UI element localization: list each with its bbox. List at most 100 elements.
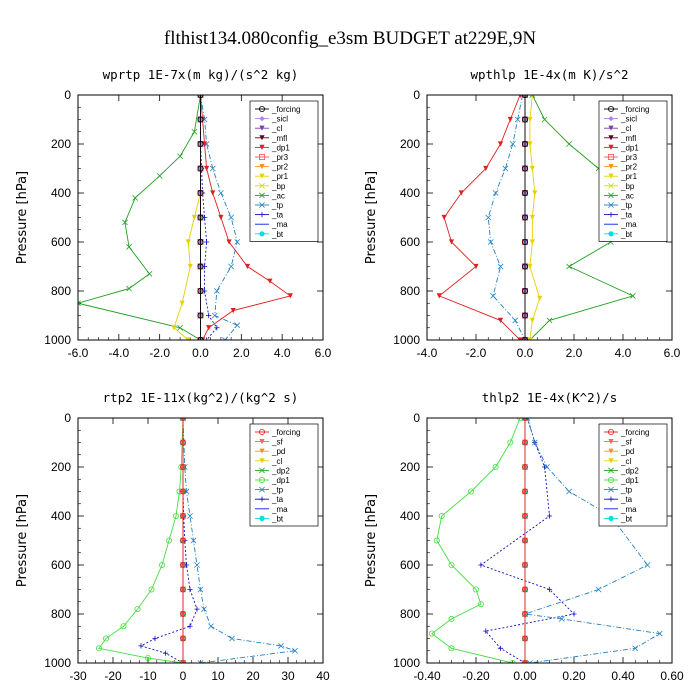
legend-entry: _pr2 (271, 163, 289, 172)
legend-entry: _pd (271, 447, 285, 456)
y-tick-label: 400 (400, 509, 420, 523)
legend-marker (608, 164, 614, 170)
data-point-dp1 (441, 214, 447, 221)
x-tick-label: 20 (246, 669, 260, 683)
data-point-tp (187, 513, 193, 519)
legend-marker (608, 125, 614, 131)
legend-entry: _forcing (620, 105, 649, 114)
data-point-dp1 (483, 165, 489, 172)
data-point-ta (483, 628, 489, 634)
data-point-dp1 (448, 239, 455, 245)
legend-entry: _tp (620, 201, 633, 210)
legend-marker (259, 135, 265, 141)
data-point-dp1 (497, 141, 504, 147)
x-tick-label: -2.0 (466, 346, 487, 360)
legend-marker (608, 486, 614, 493)
data-point-dp1 (287, 293, 293, 299)
data-point-pr1 (179, 300, 185, 306)
data-point-ta (204, 337, 210, 340)
data-point-ta (183, 562, 190, 568)
panel-wpthlp: wpthlp 1E-4x(m K)/s^2 Pressure [hPa] -4.0 -… (364, 67, 681, 360)
data-point-tp (509, 141, 516, 147)
legend-entry: _ta (620, 495, 633, 504)
data-point-forcing (197, 214, 204, 221)
legend-entry: _ma (620, 505, 637, 514)
x-tick-label: 40 (316, 669, 330, 683)
y-tick-label: 800 (400, 284, 420, 298)
data-point-tp (197, 586, 204, 593)
y-tick-label: 800 (51, 607, 71, 621)
legend-entry: _cl (620, 457, 631, 466)
series-layer (436, 95, 636, 340)
data-point-tp (208, 623, 214, 630)
data-point-dp1 (148, 586, 155, 593)
data-point-ta (187, 623, 193, 629)
data-point-ta (571, 611, 577, 617)
legend-marker (258, 476, 265, 483)
legend-entry: _dp1 (620, 143, 639, 152)
data-point-ac (156, 172, 163, 179)
x-tick-label: 0.00 (513, 669, 537, 683)
y-tick-label: 600 (400, 558, 420, 572)
data-point-ac (78, 300, 81, 307)
x-tick-label: 0.60 (660, 669, 684, 683)
legend-entry: _ma (271, 505, 288, 514)
data-point-tp (656, 630, 663, 637)
legend-entry: _bt (271, 514, 284, 523)
legend-marker (259, 515, 265, 522)
data-point-tp (544, 464, 550, 470)
y-axis-label: Pressure [hPa] (364, 171, 379, 264)
legend-entry: _bt (271, 230, 284, 239)
data-point-pr1 (191, 214, 197, 221)
data-point-pr1 (529, 214, 535, 221)
data-point-ac (132, 195, 139, 201)
data-point-ta (187, 586, 193, 593)
data-point-tp (211, 312, 218, 319)
data-point-ac (566, 263, 572, 270)
data-point-dp1 (96, 645, 103, 652)
legend-marker (608, 135, 614, 141)
data-point-forcing (522, 165, 529, 172)
legend-marker (259, 144, 265, 150)
legend-marker (259, 125, 265, 131)
data-point-forcing (179, 439, 186, 446)
data-point-ta (138, 643, 144, 649)
data-point-pr1 (527, 263, 533, 270)
data-point-dp1 (134, 606, 141, 613)
data-point-ta (204, 239, 210, 245)
legend-entry: _bt (620, 514, 633, 523)
data-point-tp (512, 317, 519, 324)
data-point-pr1 (527, 141, 533, 147)
legend-marker (608, 212, 614, 218)
data-point-forcing (522, 418, 528, 421)
legend-entry: _cl (620, 124, 631, 133)
x-tick-label: -2.0 (149, 346, 170, 360)
series-line-dp1 (438, 95, 521, 340)
data-point-dp1 (120, 623, 127, 630)
legend-entry: _ma (620, 220, 637, 229)
data-point-dp1 (244, 263, 251, 270)
data-point-pr1 (171, 325, 177, 331)
legend-entry: _forcing (271, 428, 300, 437)
plot-frame (426, 417, 673, 664)
legend-entry: _ta (271, 495, 284, 504)
data-point-dp1 (210, 190, 216, 196)
x-tick-label: 0.0 (517, 346, 534, 360)
legend-marker (608, 106, 615, 113)
data-point-forcing (197, 189, 204, 196)
legend-entry: _dp2 (271, 466, 290, 475)
data-point-tp (209, 165, 216, 172)
data-point-ac (122, 219, 128, 226)
data-point-ac (566, 141, 572, 147)
y-tick-label: 600 (51, 235, 71, 249)
x-tick-label: -0.20 (462, 669, 490, 683)
plot-frame (77, 417, 324, 664)
data-point-ta (214, 325, 220, 331)
data-point-dp1 (172, 513, 179, 520)
legend-marker (258, 428, 265, 435)
data-point-forcing (522, 660, 528, 663)
series-layer (78, 95, 293, 340)
data-point-forcing (180, 418, 186, 421)
data-point-tp (222, 337, 228, 340)
legend-marker (608, 202, 614, 208)
